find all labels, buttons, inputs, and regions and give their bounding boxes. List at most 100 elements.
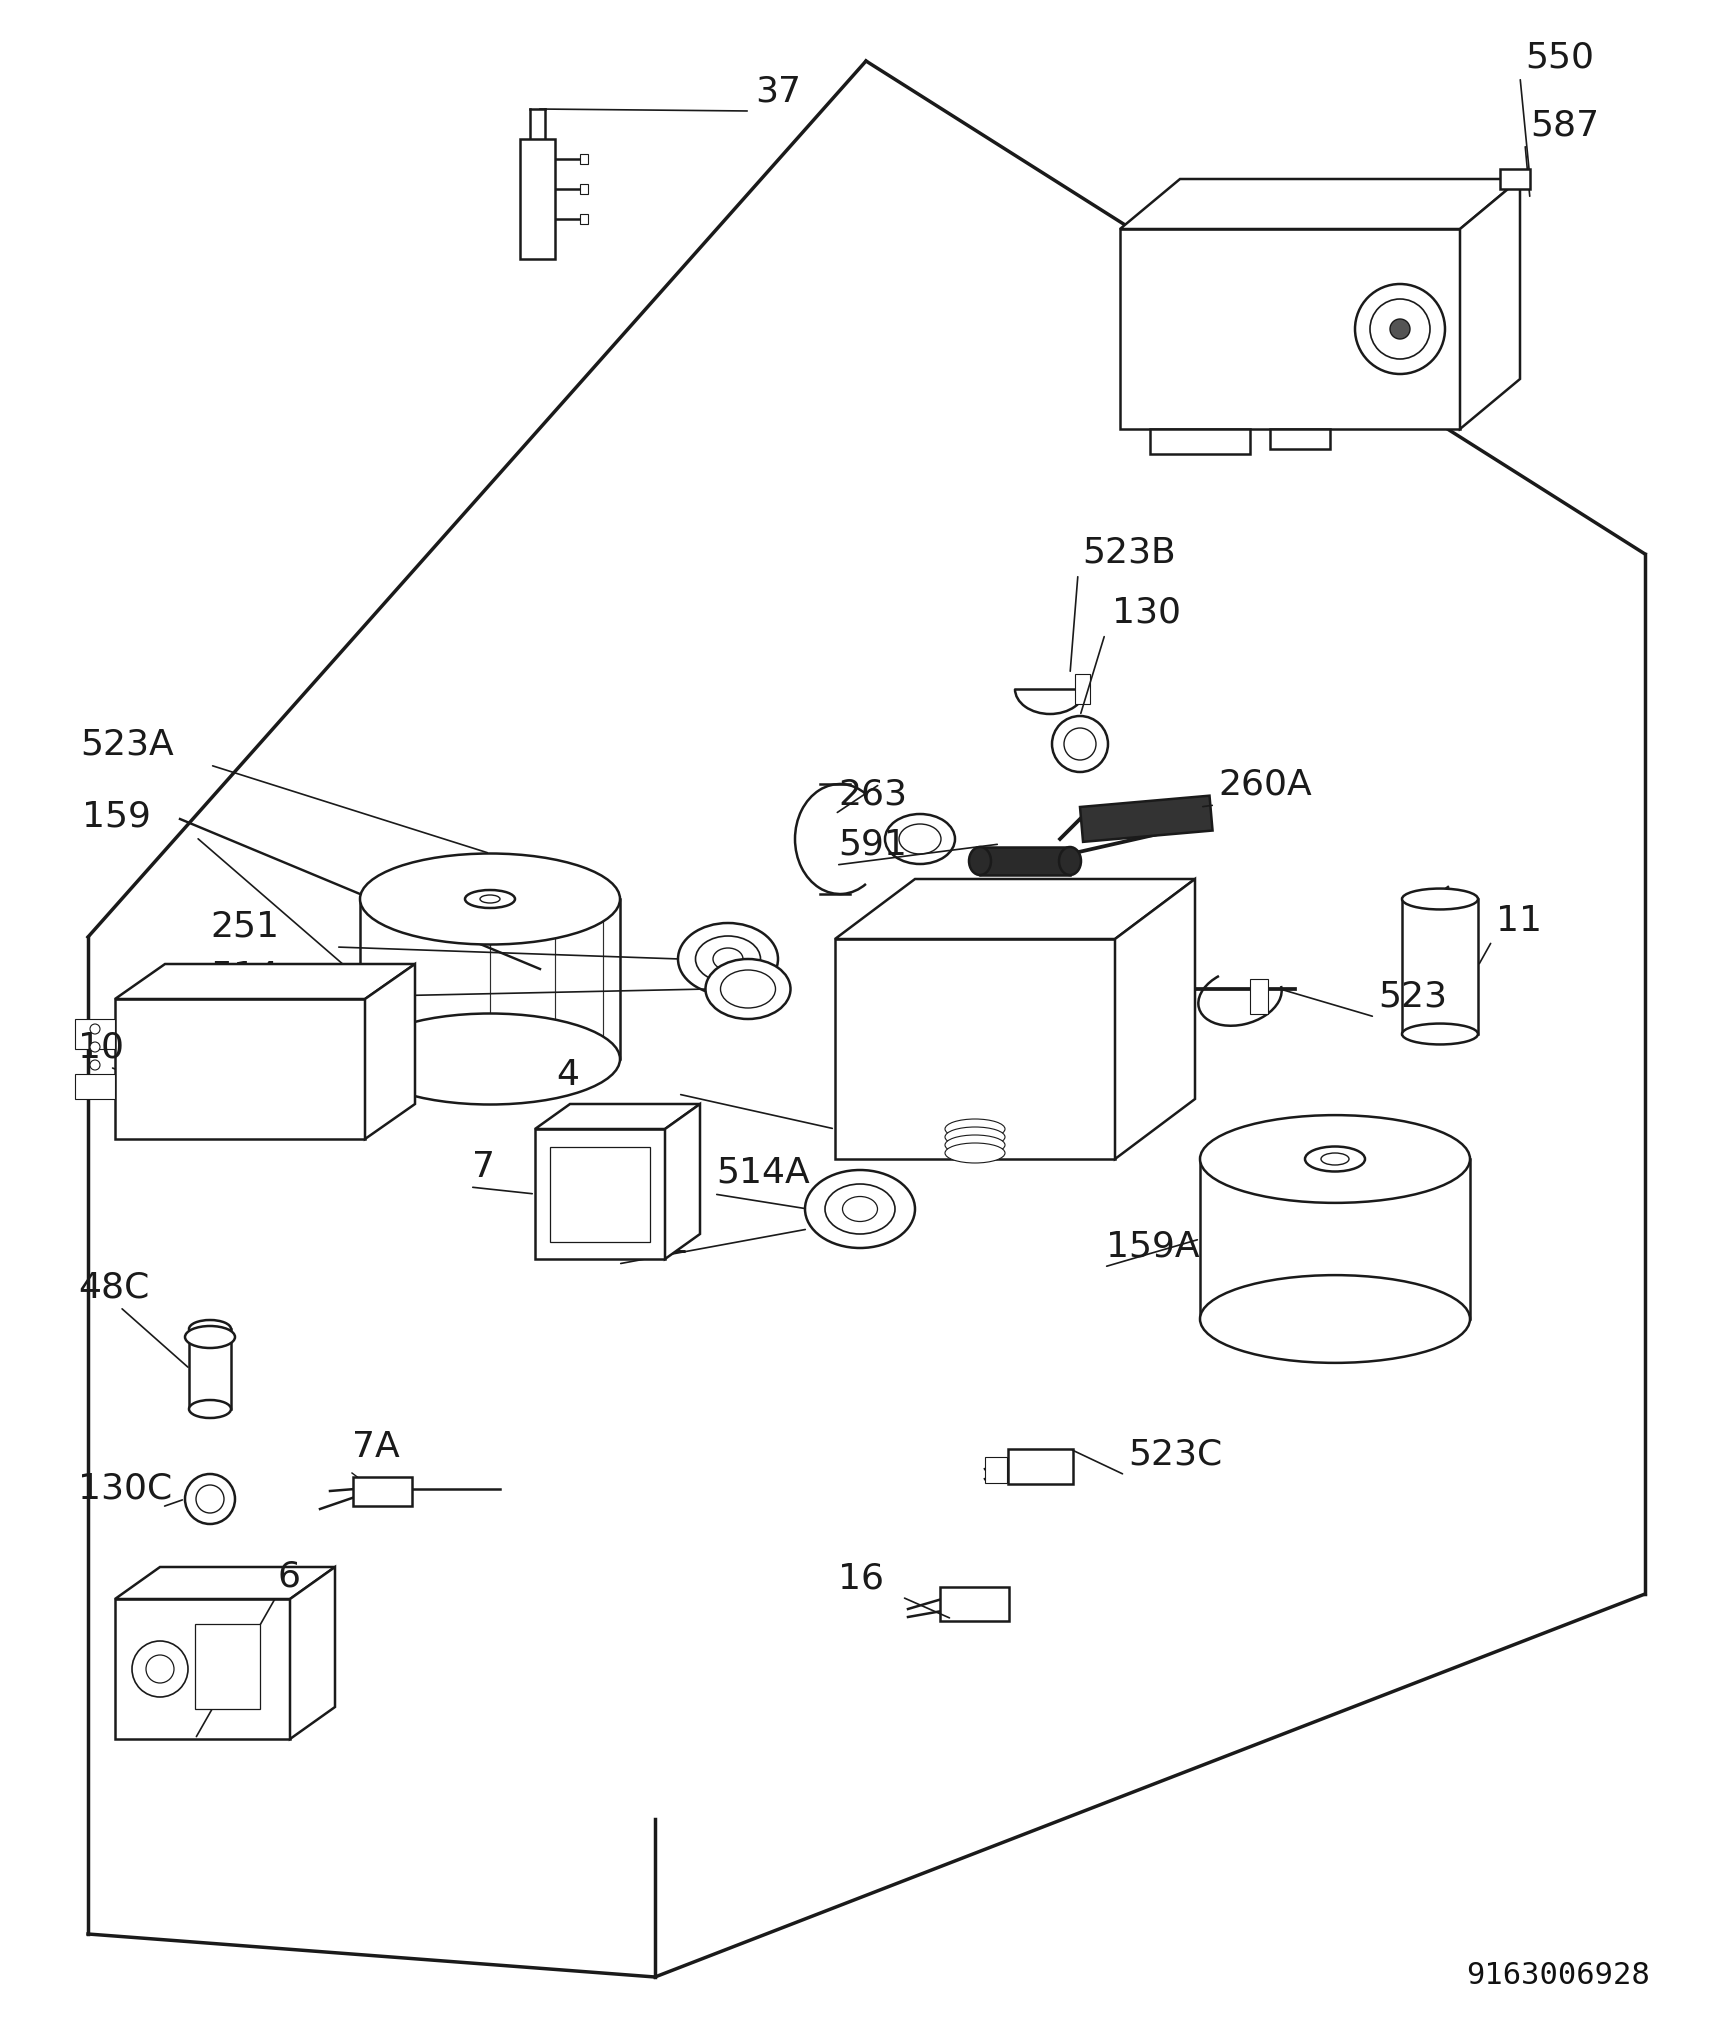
- Ellipse shape: [899, 825, 940, 855]
- Bar: [74, 1075, 114, 1099]
- Bar: [1150, 431, 1249, 455]
- Ellipse shape: [464, 890, 514, 908]
- Ellipse shape: [1199, 1276, 1469, 1363]
- Polygon shape: [1114, 880, 1195, 1160]
- Ellipse shape: [805, 1170, 914, 1248]
- Ellipse shape: [360, 1014, 620, 1105]
- Text: 251: 251: [620, 1225, 689, 1260]
- Bar: [1079, 797, 1212, 843]
- Bar: [1119, 230, 1458, 431]
- Ellipse shape: [695, 937, 760, 983]
- Text: 523C: 523C: [1128, 1437, 1221, 1471]
- Ellipse shape: [712, 949, 743, 971]
- Bar: [1270, 431, 1328, 449]
- Circle shape: [145, 1656, 173, 1682]
- Polygon shape: [289, 1567, 334, 1739]
- Ellipse shape: [1320, 1154, 1347, 1166]
- Ellipse shape: [1304, 1146, 1365, 1172]
- Ellipse shape: [189, 1321, 230, 1339]
- Ellipse shape: [885, 815, 954, 864]
- Ellipse shape: [842, 1197, 876, 1221]
- Bar: [196, 1624, 260, 1709]
- Text: 7A: 7A: [352, 1428, 400, 1463]
- Bar: [114, 1000, 365, 1140]
- Text: 251: 251: [210, 910, 279, 943]
- Text: 263: 263: [838, 778, 906, 811]
- Circle shape: [1370, 301, 1429, 360]
- Ellipse shape: [944, 1128, 1005, 1148]
- Polygon shape: [535, 1105, 700, 1130]
- Circle shape: [1063, 729, 1095, 760]
- Circle shape: [196, 1485, 223, 1514]
- Ellipse shape: [185, 1327, 236, 1349]
- Bar: [1008, 1449, 1072, 1483]
- Bar: [1500, 171, 1529, 189]
- Circle shape: [1051, 717, 1107, 772]
- Ellipse shape: [721, 971, 774, 1008]
- Text: 9163006928: 9163006928: [1465, 1961, 1649, 1989]
- Circle shape: [90, 1024, 100, 1034]
- Polygon shape: [114, 965, 414, 1000]
- Text: 37: 37: [755, 73, 800, 108]
- Text: 159: 159: [81, 801, 151, 833]
- Polygon shape: [835, 880, 1195, 939]
- Circle shape: [1389, 319, 1410, 339]
- Ellipse shape: [1199, 1116, 1469, 1203]
- Text: 7: 7: [471, 1150, 495, 1183]
- FancyBboxPatch shape: [939, 1587, 1008, 1622]
- Ellipse shape: [677, 925, 778, 996]
- Polygon shape: [665, 1105, 700, 1260]
- Text: 130: 130: [1112, 595, 1179, 630]
- Bar: [1249, 979, 1268, 1014]
- Text: 523B: 523B: [1081, 536, 1174, 569]
- Bar: [114, 1599, 289, 1739]
- Text: 16: 16: [838, 1561, 883, 1595]
- Ellipse shape: [944, 1144, 1005, 1164]
- Text: 591: 591: [838, 827, 906, 862]
- Ellipse shape: [1058, 847, 1081, 876]
- Polygon shape: [1458, 181, 1519, 431]
- Circle shape: [90, 1042, 100, 1053]
- Polygon shape: [365, 965, 414, 1140]
- Bar: [74, 1020, 114, 1049]
- Text: 523A: 523A: [80, 727, 173, 762]
- Text: 48C: 48C: [78, 1270, 149, 1305]
- Bar: [979, 847, 1069, 876]
- Circle shape: [1354, 284, 1444, 374]
- Bar: [1074, 675, 1089, 705]
- Text: 514: 514: [210, 959, 279, 994]
- Ellipse shape: [1401, 1024, 1477, 1044]
- Bar: [580, 185, 587, 195]
- Ellipse shape: [944, 1120, 1005, 1140]
- Polygon shape: [1119, 181, 1519, 230]
- Ellipse shape: [360, 853, 620, 945]
- FancyBboxPatch shape: [353, 1477, 412, 1506]
- Bar: [984, 1457, 1006, 1483]
- Bar: [835, 939, 1114, 1160]
- Text: 514A: 514A: [715, 1156, 809, 1189]
- Text: 11: 11: [1495, 904, 1541, 937]
- Text: 4: 4: [556, 1057, 578, 1091]
- Ellipse shape: [480, 896, 501, 904]
- Bar: [549, 1148, 650, 1242]
- Ellipse shape: [189, 1400, 230, 1418]
- Bar: [520, 140, 554, 260]
- Circle shape: [90, 1061, 100, 1071]
- Polygon shape: [114, 1567, 334, 1599]
- Ellipse shape: [1401, 890, 1477, 910]
- Ellipse shape: [968, 847, 991, 876]
- Bar: [535, 1130, 665, 1260]
- Text: 587: 587: [1529, 108, 1599, 142]
- Text: 159A: 159A: [1105, 1229, 1199, 1264]
- Circle shape: [185, 1475, 236, 1524]
- Text: 130C: 130C: [78, 1471, 171, 1506]
- Ellipse shape: [705, 959, 790, 1020]
- Text: 523: 523: [1377, 979, 1446, 1014]
- Text: 550: 550: [1524, 41, 1593, 73]
- Text: 260A: 260A: [1218, 768, 1311, 801]
- Circle shape: [132, 1642, 187, 1697]
- Bar: [580, 215, 587, 226]
- Bar: [580, 154, 587, 165]
- Text: 10: 10: [78, 1030, 125, 1065]
- Text: 6: 6: [277, 1559, 301, 1593]
